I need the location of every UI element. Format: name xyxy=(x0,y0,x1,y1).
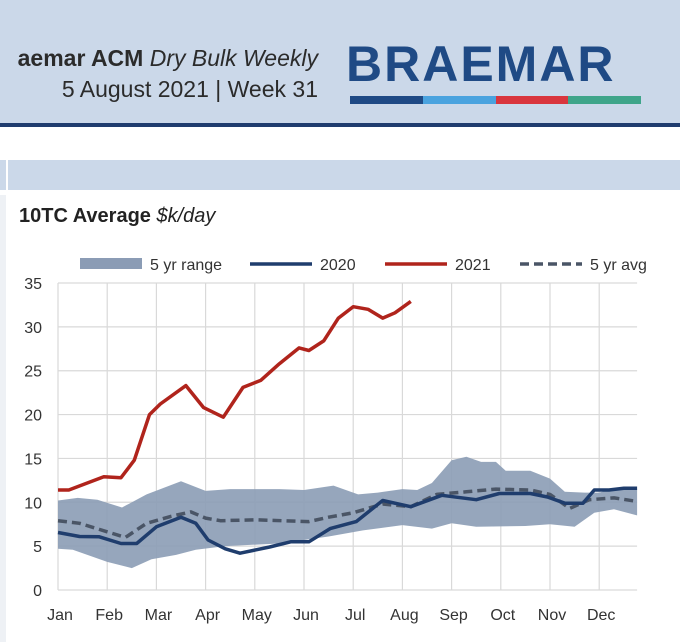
x-tick-label: Jun xyxy=(293,607,319,624)
series-line-5-yr-avg xyxy=(57,487,638,540)
logo-bar-segment xyxy=(495,96,569,104)
report-product: Dry Bulk Weekly xyxy=(149,45,318,71)
x-tick-label: Sep xyxy=(439,607,468,624)
logo-bar-segment xyxy=(568,96,641,104)
report-header: aemar ACM Dry Bulk Weekly 5 August 2021 … xyxy=(0,0,680,127)
legend-label: 2020 xyxy=(320,257,356,274)
x-tick-label: Dec xyxy=(587,607,615,624)
x-tick-label: May xyxy=(242,607,272,624)
braemar-logo: BRAEMAR xyxy=(346,36,616,92)
logo-bar-segment xyxy=(350,96,423,104)
legend-label: 2021 xyxy=(455,257,491,274)
y-tick-label: 5 xyxy=(33,539,42,556)
y-tick-label: 15 xyxy=(24,451,42,468)
left-table-edge xyxy=(0,195,6,642)
section-band-left xyxy=(0,160,6,190)
x-tick-label: Jan xyxy=(47,607,73,624)
y-tick-label: 20 xyxy=(24,408,42,425)
chart-title-unit: $k/day xyxy=(156,205,216,227)
x-tick-label: Apr xyxy=(195,607,221,624)
series-line-2021 xyxy=(58,299,412,492)
legend-label: 5 yr avg xyxy=(590,257,647,274)
logo-bar-segment xyxy=(422,96,496,104)
series-line-2020 xyxy=(57,486,638,555)
logo-color-bar xyxy=(350,96,641,104)
x-tick-label: Oct xyxy=(490,607,515,624)
chart-title: 10TC Average $k/day xyxy=(19,205,215,228)
x-tick-label: Jul xyxy=(345,607,365,624)
legend-label: 5 yr range xyxy=(150,257,222,274)
x-tick-label: Feb xyxy=(95,607,123,624)
legend-swatch-range xyxy=(80,258,142,269)
y-tick-label: 0 xyxy=(33,583,42,600)
section-band xyxy=(8,160,680,190)
report-date: 5 August 2021 | Week 31 xyxy=(61,76,318,102)
y-tick-label: 25 xyxy=(24,364,42,381)
y-tick-label: 10 xyxy=(24,495,42,512)
x-tick-label: Mar xyxy=(145,607,173,624)
x-tick-label: Aug xyxy=(390,607,418,624)
y-tick-label: 30 xyxy=(24,320,42,337)
report-title: aemar ACM Dry Bulk Weekly xyxy=(18,45,318,72)
y-tick-label: 35 xyxy=(24,276,42,293)
report-brand: aemar ACM xyxy=(17,45,144,71)
x-tick-label: Nov xyxy=(538,607,566,624)
chart-title-text: 10TC Average xyxy=(19,205,151,227)
